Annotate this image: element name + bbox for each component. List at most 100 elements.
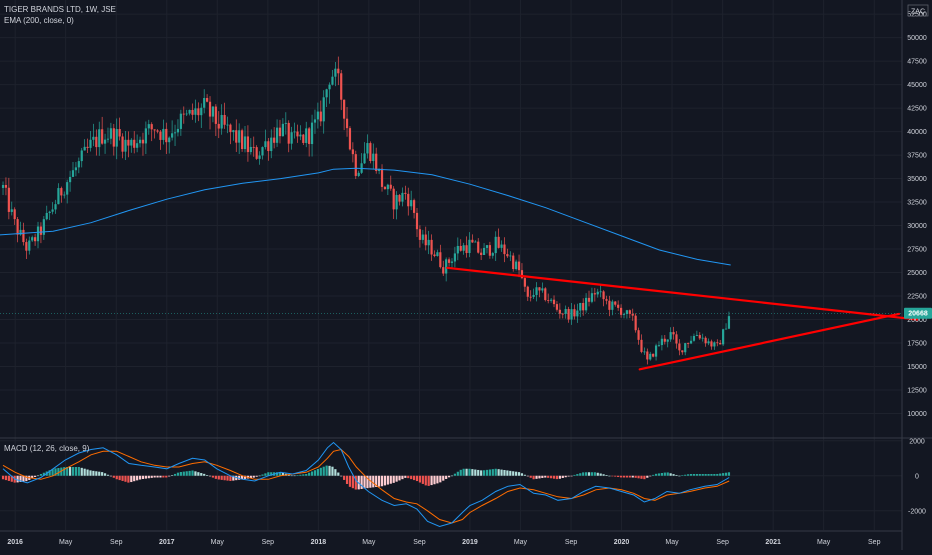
macd-histogram-bar xyxy=(727,472,731,476)
candle-body xyxy=(106,138,110,140)
candle-body xyxy=(302,134,305,143)
candle-body xyxy=(532,294,535,297)
candle-body xyxy=(654,345,658,357)
macd-histogram-bar xyxy=(238,475,241,480)
candle-body xyxy=(290,132,293,144)
candle-body xyxy=(395,194,398,210)
macd-histogram-bar xyxy=(663,472,666,476)
candle-body xyxy=(526,286,529,297)
macd-histogram-bar xyxy=(398,475,401,481)
macd-histogram-bar xyxy=(602,474,605,476)
candle-body xyxy=(552,299,556,305)
candle-body xyxy=(509,255,512,257)
macd-histogram-bar xyxy=(345,475,349,484)
macd-histogram-bar xyxy=(211,475,215,478)
candle-body xyxy=(687,343,690,344)
time-tick-label: 2021 xyxy=(765,539,781,546)
candle-body xyxy=(555,304,559,310)
candle-body xyxy=(363,153,366,164)
macd-histogram-bar xyxy=(389,475,392,484)
macd-histogram-bar xyxy=(206,475,209,476)
macd-legend[interactable]: MACD (12, 26, close, 9) xyxy=(4,444,93,453)
macd-histogram-bar xyxy=(360,475,363,489)
macd-histogram-bar xyxy=(136,475,139,481)
candle-body xyxy=(643,351,646,353)
time-tick-label: Sep xyxy=(868,539,881,546)
candle-body xyxy=(98,129,101,148)
axis-labels-layer: 1000012500150001750020000225002500027500… xyxy=(7,12,926,546)
macd-histogram-bar xyxy=(165,475,168,478)
macd-histogram-bar xyxy=(101,472,104,476)
macd-histogram-bar xyxy=(474,469,477,476)
macd-histogram-bar xyxy=(652,474,655,476)
candle-body xyxy=(159,131,162,140)
macd-histogram-bar xyxy=(278,472,282,476)
macd-histogram-bar xyxy=(453,473,457,476)
candle-body xyxy=(77,161,80,168)
candle-body xyxy=(649,353,652,360)
macd-histogram-bar xyxy=(582,472,585,476)
time-tick-label: 2020 xyxy=(614,539,630,546)
macd-histogram-bar xyxy=(159,475,162,478)
price-tick-label: 25000 xyxy=(907,270,927,277)
candle-body xyxy=(719,342,722,345)
candle-body xyxy=(637,330,640,340)
ema-legend[interactable]: EMA (200, close, 0) xyxy=(4,16,78,25)
macd-histogram-bar xyxy=(375,475,378,487)
macd-histogram-bar xyxy=(529,475,532,478)
candle-body xyxy=(22,229,25,243)
macd-histogram-bar xyxy=(689,474,693,476)
macd-histogram-bar xyxy=(106,474,110,476)
candle-body xyxy=(261,147,264,156)
macd-histogram-bar xyxy=(628,475,631,478)
macd-histogram-bar xyxy=(369,475,372,488)
macd-histogram-bar xyxy=(200,473,203,476)
symbol-title[interactable]: TIGER BRANDS LTD, 1W, JSE xyxy=(4,5,116,14)
macd-title[interactable]: MACD (12, 26, close, 9) xyxy=(4,444,90,453)
ema-title[interactable]: EMA (200, close, 0) xyxy=(4,16,74,25)
macd-histogram-bar xyxy=(503,470,506,476)
macd-histogram-bar xyxy=(337,472,340,476)
price-tick-label: 50000 xyxy=(907,35,927,42)
macd-histogram-bar xyxy=(343,475,346,480)
macd-histogram-bar xyxy=(121,475,124,481)
macd-histogram-bar xyxy=(558,475,561,479)
candle-body xyxy=(25,242,28,251)
candle-body xyxy=(124,139,127,152)
candle-body xyxy=(112,128,115,147)
candle-body xyxy=(39,226,43,235)
candle-body xyxy=(51,209,54,212)
candle-body xyxy=(587,297,591,302)
trendlines-layer[interactable] xyxy=(446,266,919,371)
upper-trendline[interactable] xyxy=(446,266,919,321)
price-tick-label: 35000 xyxy=(907,176,927,183)
candle-body xyxy=(7,187,10,212)
candle-body xyxy=(281,123,285,137)
candle-body xyxy=(240,130,244,150)
candle-body xyxy=(727,316,731,329)
candle-body xyxy=(95,136,98,148)
candle-body xyxy=(681,350,684,353)
lower-trendline[interactable] xyxy=(638,312,901,371)
macd-histogram-bar xyxy=(608,475,611,477)
macd-histogram-bar xyxy=(115,475,118,480)
macd-histogram-bar xyxy=(325,465,328,476)
time-tick-label: May xyxy=(211,539,225,546)
candle-body xyxy=(657,345,661,346)
candle-body xyxy=(340,73,343,100)
candle-body xyxy=(322,97,325,122)
macd-histogram-bar xyxy=(427,475,430,486)
candle-body xyxy=(707,341,710,344)
macd-histogram-bar xyxy=(654,473,658,476)
macd-histogram-bar xyxy=(319,467,322,476)
candle-body xyxy=(334,68,337,77)
symbol-legend[interactable]: TIGER BRANDS LTD, 1W, JSE xyxy=(4,5,120,14)
candle-body xyxy=(68,176,72,183)
candle-body xyxy=(229,124,232,133)
price-tick-label: 15000 xyxy=(907,364,927,371)
candle-body xyxy=(296,131,299,137)
macd-histogram-bar xyxy=(310,471,314,476)
candle-body xyxy=(19,229,22,235)
